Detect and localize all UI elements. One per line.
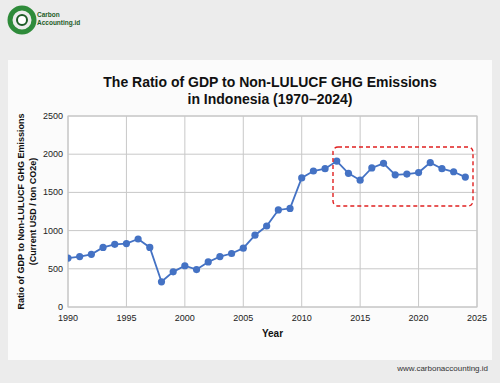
data-point xyxy=(368,164,375,171)
y-axis-label-line: (Current USD / ton CO2e) xyxy=(28,158,38,266)
data-point xyxy=(76,253,83,260)
data-point xyxy=(111,241,118,248)
data-point xyxy=(99,244,106,251)
logo-text: Accounting.id xyxy=(37,19,80,27)
grid-line xyxy=(68,307,477,308)
x-tick-label: 2020 xyxy=(409,313,429,323)
url: www.carbonaccounting.id xyxy=(396,364,488,373)
title-line: The Ratio of GDP to Non-LULUCF GHG Emiss… xyxy=(103,74,437,90)
series-line xyxy=(68,161,465,282)
x-tick-label: 2025 xyxy=(467,313,487,323)
grid-line xyxy=(184,116,185,307)
data-point xyxy=(333,157,340,164)
highlight-box xyxy=(333,147,473,206)
x-tick-label: 1995 xyxy=(116,313,136,323)
x-tick-label: 2015 xyxy=(350,313,370,323)
data-point xyxy=(403,170,410,177)
data-point xyxy=(392,171,399,178)
data-point xyxy=(357,177,364,184)
logo-mark xyxy=(10,8,34,32)
data-point xyxy=(462,174,469,181)
data-point xyxy=(193,266,200,273)
logo-mark xyxy=(17,15,27,25)
x-axis-label: Year xyxy=(262,328,283,339)
data-point xyxy=(310,167,317,174)
y-tick-label: 1500 xyxy=(43,187,63,197)
x-tick-label: 2000 xyxy=(175,313,195,323)
grid-line xyxy=(68,116,477,117)
data-point xyxy=(135,235,142,242)
logo-text: Carbon xyxy=(37,11,60,18)
grid-line xyxy=(68,192,477,193)
data-point xyxy=(228,250,235,257)
grid-line xyxy=(68,154,477,155)
data-point xyxy=(263,222,270,229)
grid-line xyxy=(126,116,127,307)
data-point xyxy=(205,258,212,265)
title-line: in Indonesia (1970–2024) xyxy=(188,91,353,107)
data-point xyxy=(275,206,282,213)
series-group xyxy=(68,157,469,285)
y-axis-label-line: Ratio of GDP to Non-LULUCF GHG Emissions xyxy=(16,114,26,310)
data-point xyxy=(321,165,328,172)
data-point xyxy=(146,244,153,251)
x-tick-label: 2005 xyxy=(233,313,253,323)
chart: CarbonAccounting.id www.carbonaccounting.… xyxy=(0,0,500,383)
data-point xyxy=(380,160,387,167)
data-point xyxy=(88,251,95,258)
grid-line xyxy=(243,116,244,307)
y-tick-label: 500 xyxy=(48,264,63,274)
data-point xyxy=(158,278,165,285)
background xyxy=(0,0,500,383)
card xyxy=(8,60,492,360)
data-point xyxy=(345,170,352,177)
data-point xyxy=(286,205,293,212)
data-point xyxy=(170,268,177,275)
data-point xyxy=(123,240,130,247)
data-point xyxy=(181,262,188,269)
title: The Ratio of GDP to Non-LULUCF GHG Emiss… xyxy=(103,74,437,107)
data-point xyxy=(68,255,72,262)
y-tick-label: 0 xyxy=(58,302,63,312)
data-point xyxy=(298,174,305,181)
grid-line xyxy=(477,116,478,307)
data-point xyxy=(438,165,445,172)
y-axis-label: Ratio of GDP to Non-LULUCF GHG Emissions… xyxy=(16,114,38,310)
data-point xyxy=(240,245,247,252)
y-tick-label: 2000 xyxy=(43,149,63,159)
grid-line xyxy=(360,116,361,307)
grid-line xyxy=(68,268,477,269)
grid-line xyxy=(418,116,419,307)
data-point xyxy=(427,159,434,166)
data-point xyxy=(251,232,258,239)
grid-line xyxy=(68,230,477,231)
grid-line xyxy=(301,116,302,307)
data-point xyxy=(216,253,223,260)
x-tick-label: 2010 xyxy=(292,313,312,323)
x-tick-label: 1990 xyxy=(58,313,78,323)
data-point xyxy=(415,169,422,176)
data-point xyxy=(450,168,457,175)
grid-line xyxy=(68,116,69,307)
plot-area xyxy=(68,116,477,307)
y-tick-label: 2500 xyxy=(43,111,63,121)
y-tick-label: 1000 xyxy=(43,226,63,236)
